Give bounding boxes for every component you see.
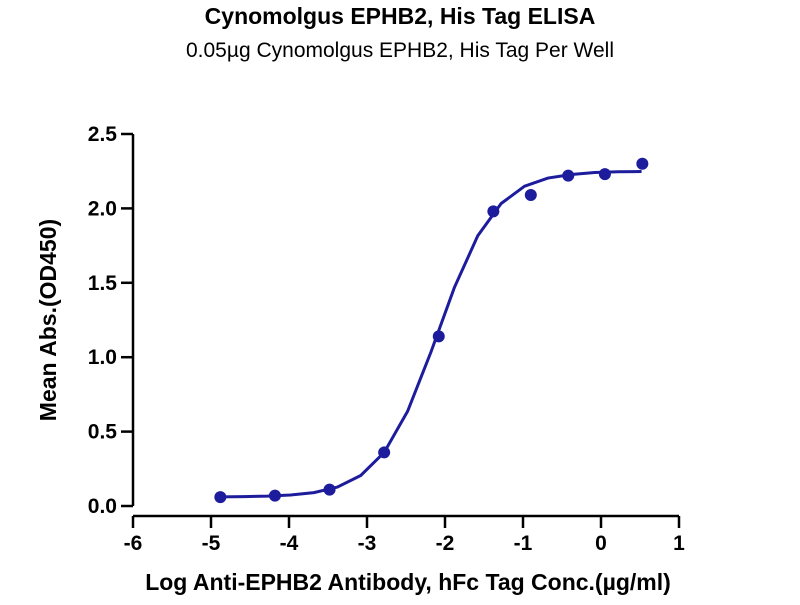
data-point — [562, 169, 575, 182]
y-tick-label: 0.0 — [88, 495, 117, 518]
y-axis-label: Mean Abs.(OD450) — [35, 219, 61, 421]
data-point — [378, 446, 391, 459]
x-tick-label: -5 — [202, 532, 221, 555]
y-tick-label: 2.5 — [88, 123, 118, 146]
x-tick-label: -2 — [436, 532, 455, 555]
y-tick-label: 1.0 — [88, 346, 117, 369]
fit-curve — [220, 169, 642, 499]
chart-title: Cynomolgus EPHB2, His Tag ELISA — [205, 3, 596, 29]
chart-subtitle: 0.05µg Cynomolgus EPHB2, His Tag Per Wel… — [186, 39, 614, 62]
x-tick-label: 1 — [673, 532, 685, 555]
x-tick-label: -6 — [124, 532, 143, 555]
x-tick-label: -4 — [280, 532, 299, 555]
x-tick-label: 0 — [595, 532, 607, 555]
data-point — [524, 189, 537, 202]
y-tick-label: 1.5 — [88, 272, 118, 295]
data-point — [268, 489, 281, 502]
y-tick-label: 2.0 — [88, 197, 117, 220]
data-point — [598, 168, 611, 181]
data-point — [636, 157, 649, 170]
data-point — [432, 330, 445, 343]
x-tick-label: -1 — [514, 532, 533, 555]
y-tick-label: 0.5 — [88, 421, 118, 444]
data-point — [323, 483, 336, 496]
data-point — [487, 205, 500, 218]
x-axis-label: Log Anti-EPHB2 Antibody, hFc Tag Conc.(µ… — [145, 569, 671, 595]
data-point — [214, 491, 227, 504]
x-tick-label: -3 — [358, 532, 377, 555]
